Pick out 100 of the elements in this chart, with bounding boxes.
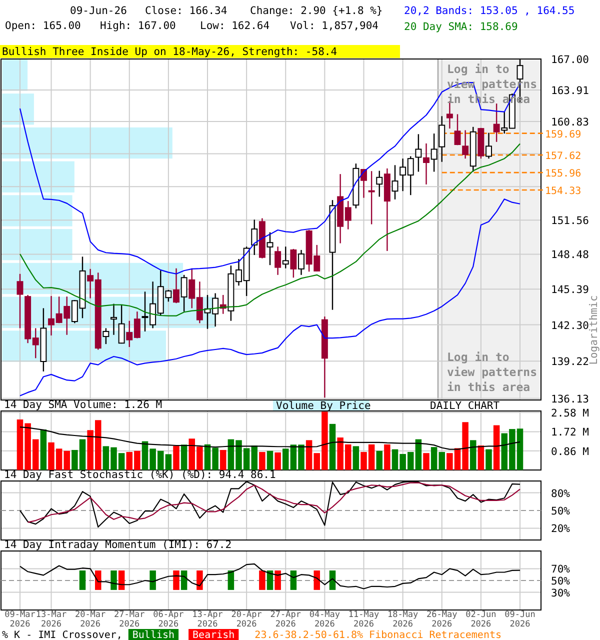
x-tick-label: 11-May 2026 xyxy=(348,610,380,630)
candlestick xyxy=(486,132,492,160)
ref-line-label: 155.96 xyxy=(545,168,582,180)
bar xyxy=(251,446,258,470)
candlestick xyxy=(274,246,282,276)
bar xyxy=(384,444,390,470)
bar xyxy=(266,450,274,470)
annotation: Log in to view patterns in this area xyxy=(447,350,538,394)
bar xyxy=(493,425,500,470)
y-tick-label: 70% xyxy=(551,564,571,576)
bar xyxy=(259,452,266,470)
y-tick-label: 2.58 M xyxy=(551,408,589,420)
candlestick xyxy=(438,116,446,162)
chart-subtitle: Bullish Three Inside Up on 18-May-26, Strength: -58.4 xyxy=(2,46,338,58)
candlestick xyxy=(392,164,398,200)
line-series xyxy=(19,563,521,590)
y-tick-label: 1.72 M xyxy=(551,426,589,439)
y-tick-label: 80% xyxy=(551,488,571,500)
candlestick xyxy=(430,132,438,172)
x-tick-label: 20-Mar 2026 xyxy=(74,610,106,630)
candlestick xyxy=(376,170,383,198)
text: Bullish xyxy=(132,630,175,640)
text: Open: 165.00 xyxy=(5,20,81,32)
bar xyxy=(438,452,445,470)
candlestick xyxy=(180,274,188,312)
bar xyxy=(478,446,484,470)
x-tick-label: 27-Mar 2026 xyxy=(114,610,145,630)
y-tick-label: 145.39 xyxy=(551,284,589,296)
y-tick-label: 136.13 xyxy=(551,393,589,406)
bar xyxy=(306,440,312,470)
bar xyxy=(2,195,72,226)
text: 20,2 Bands: 153.05 , 164.55 xyxy=(404,5,575,17)
candlestick xyxy=(16,273,24,329)
candlestick xyxy=(266,232,274,266)
y-tick-label: 167.00 xyxy=(551,54,589,66)
bar xyxy=(486,449,492,470)
chart-title: 14 Day SMA Volume: 1.26 M xyxy=(4,399,162,411)
x-tick-label: 02-Jun 2026 xyxy=(466,610,496,630)
y-tick-label: 20% xyxy=(551,523,571,536)
ref-line-label: 159.69 xyxy=(545,129,582,140)
y-tick-label: 148.48 xyxy=(551,249,589,262)
chart-title: 14 Day Intraday Momentum (IMI): 67.2 xyxy=(4,539,232,551)
text: Close: 166.34 xyxy=(145,5,228,17)
bar xyxy=(2,161,74,192)
line-series xyxy=(19,426,521,450)
y-tick-label: 142.30 xyxy=(551,320,589,332)
bar xyxy=(40,429,47,470)
y-tick-label: 50% xyxy=(551,576,571,588)
y-axis-title: Logarithmic xyxy=(588,295,600,365)
candlestick xyxy=(118,304,125,344)
text: Vol: 1,857,904 xyxy=(290,20,379,32)
bar xyxy=(173,446,180,470)
bar xyxy=(2,127,172,159)
x-tick-label: 27-Apr 2026 xyxy=(270,610,301,630)
x-tick-label: 20-Apr 2026 xyxy=(231,610,262,630)
bar xyxy=(220,450,226,470)
candlestick xyxy=(298,249,304,276)
candlestick xyxy=(102,328,110,345)
y-tick-label: 139.22 xyxy=(551,356,589,368)
bar xyxy=(470,440,476,470)
x-tick-label: 09-Jun 2026 xyxy=(504,610,536,630)
candlestick xyxy=(282,246,289,269)
y-tick-label: 50% xyxy=(551,506,571,518)
x-tick-label: 13-Apr 2026 xyxy=(192,610,223,630)
text: High: 167.00 xyxy=(100,20,176,32)
candlestick xyxy=(454,114,461,146)
y-tick-label: 151.56 xyxy=(551,215,589,228)
ref-line-label: 157.62 xyxy=(545,151,582,162)
x-tick-label: 09-Mar 2026 xyxy=(4,610,36,630)
annotation: Volume By Price xyxy=(276,400,371,412)
bar xyxy=(430,447,438,470)
candlestick xyxy=(423,142,430,186)
bar xyxy=(2,60,28,91)
x-tick-label: 13-Mar 2026 xyxy=(36,610,67,630)
y-tick-label: 0.86 M xyxy=(551,446,589,458)
ref-line-label: 154.33 xyxy=(545,186,582,198)
bar xyxy=(352,446,360,470)
y-tick-label: 163.91 xyxy=(551,85,589,98)
chart-title: 14 Day Fast Stochastic (%K) (%D): 94.4 86.1 xyxy=(4,469,276,481)
x-tick-label: 06-Apr 2026 xyxy=(153,610,184,630)
bar xyxy=(2,94,34,125)
bar xyxy=(180,444,188,470)
x-tick-label: 04-May 2026 xyxy=(309,610,340,630)
annotation: DAILY CHART xyxy=(430,400,500,412)
legend-title: % K - IMI Crossover, xyxy=(2,630,122,640)
candlestick xyxy=(110,303,117,336)
text: Low: 162.64 xyxy=(200,20,270,32)
candlestick xyxy=(290,248,297,278)
y-tick-label: 30% xyxy=(551,587,571,600)
candlestick xyxy=(493,102,500,142)
text: 20 Day SMA: 158.69 xyxy=(404,21,518,33)
bar xyxy=(376,450,382,470)
x-tick-label: 18-May 2026 xyxy=(387,610,418,630)
text: Change: 2.90 {+1.8 %} xyxy=(250,5,383,17)
candlestick xyxy=(251,219,258,256)
candlestick xyxy=(173,268,180,304)
bar xyxy=(2,229,72,260)
bar xyxy=(64,450,70,470)
y-tick-label: 160.83 xyxy=(551,116,589,129)
candlestick xyxy=(462,130,469,160)
